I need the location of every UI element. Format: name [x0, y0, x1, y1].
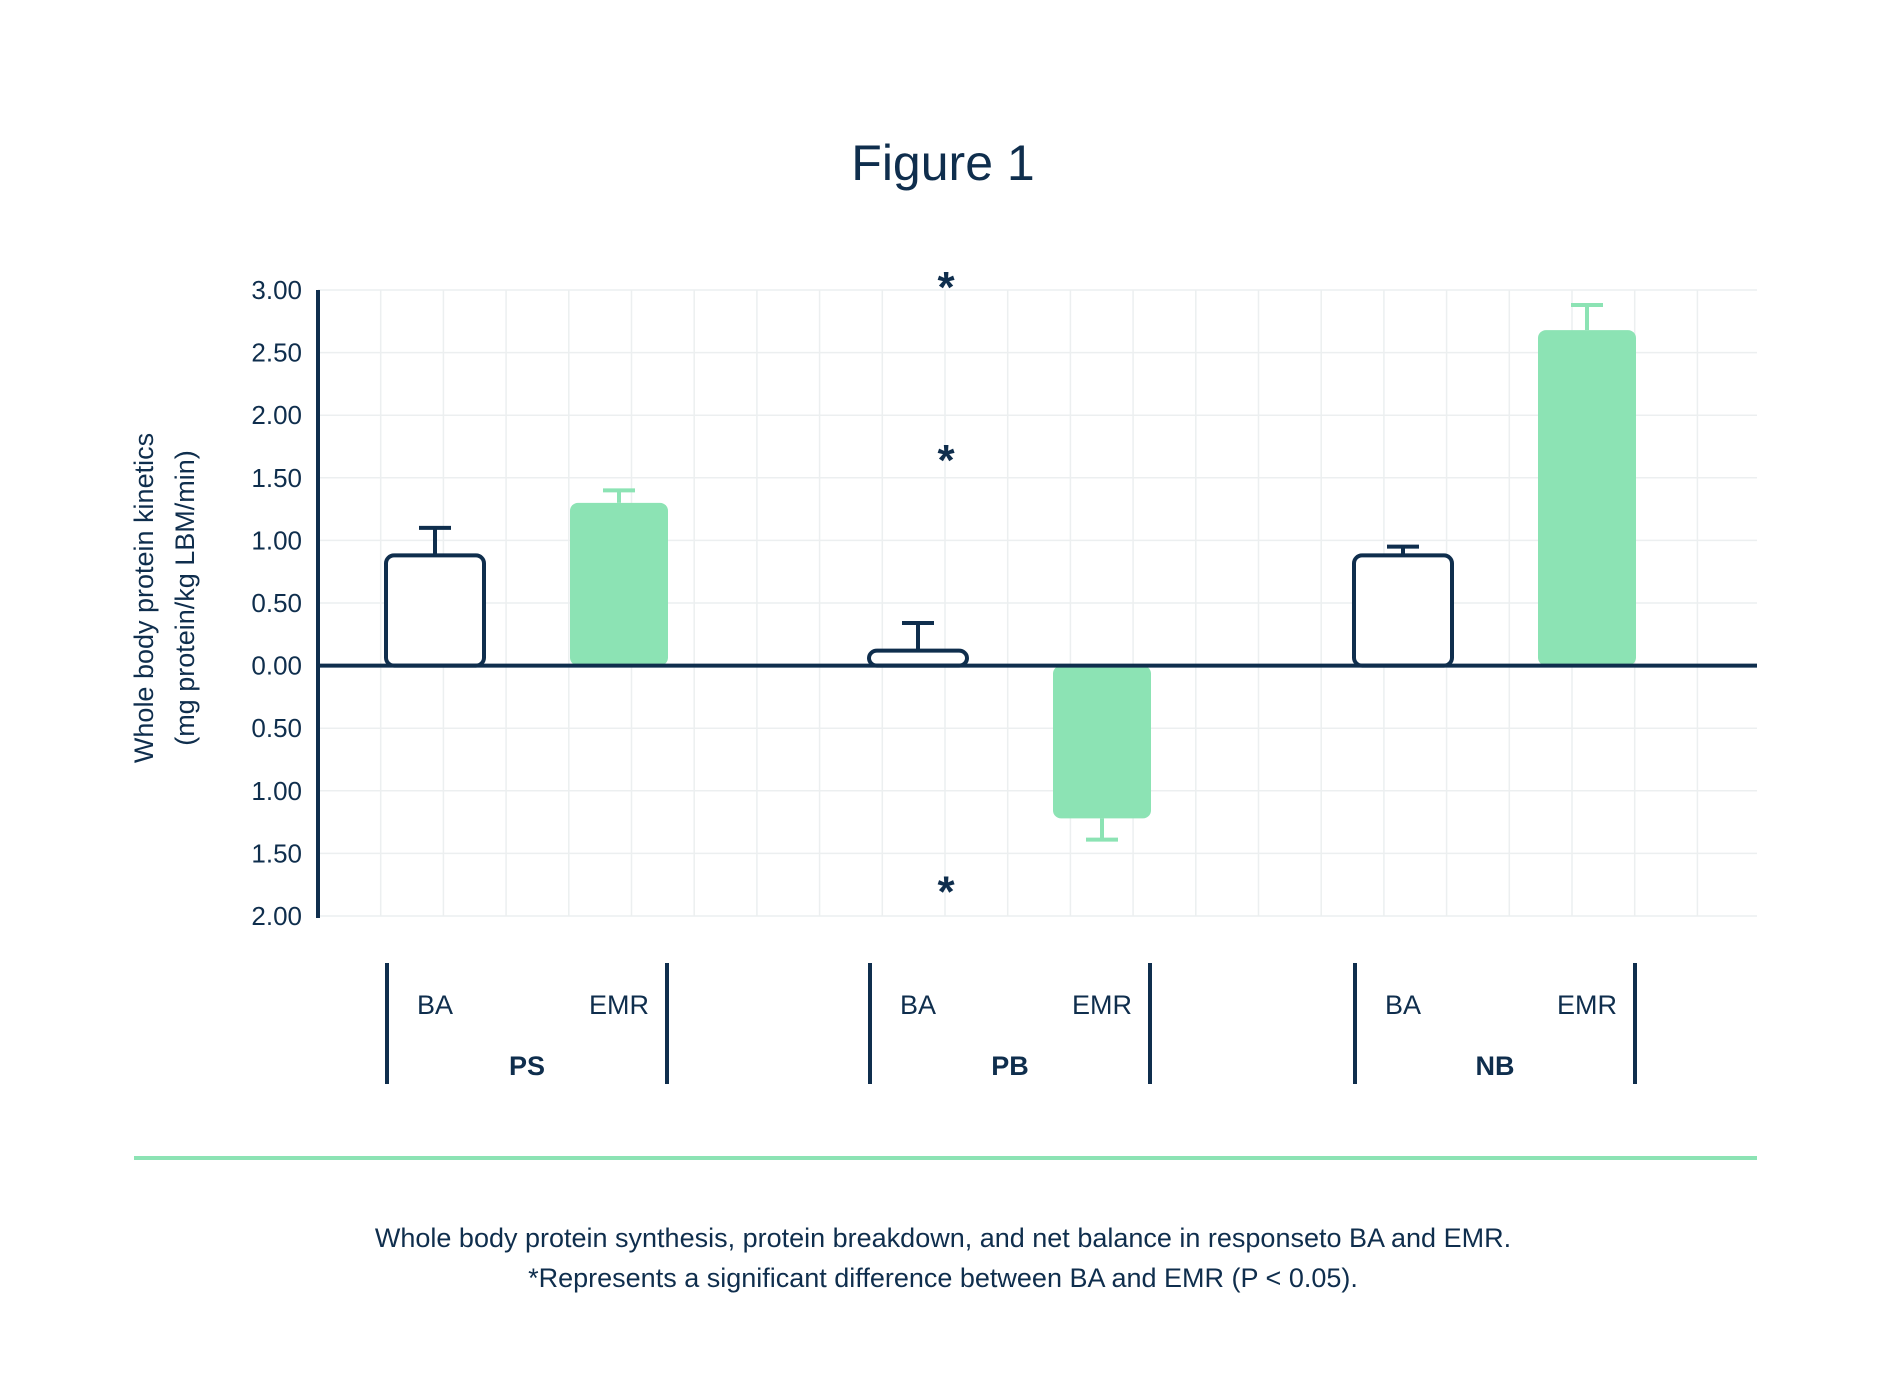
x-tick-label: EMR [1072, 990, 1132, 1020]
axis-labels: 3.00 2.50 2.00 1.50 1.00 0.50 0.00 0.50 1.00 1.50… [129, 263, 1637, 1084]
y-tick-label: 1.00 [251, 525, 302, 555]
y-tick-label: 1.50 [251, 463, 302, 493]
chart-title: Figure 1 [851, 135, 1034, 191]
y-axis-title-line-2: (mg protein/kg LBM/min) [170, 450, 200, 746]
bar-ba-ps [384, 553, 486, 668]
caption-line-1: Whole body protein synthesis, protein br… [374, 1223, 1512, 1253]
x-tick-label: BA [1385, 990, 1421, 1020]
significance-asterisk: * [937, 868, 955, 917]
y-tick-label: 3.00 [251, 275, 302, 305]
y-tick-label: 2.00 [251, 901, 302, 931]
y-tick-label: 0.00 [251, 651, 302, 681]
bar-emr-pb [1053, 665, 1151, 819]
significance-asterisk: * [937, 263, 955, 312]
y-tick-label: 2.50 [251, 338, 302, 368]
significance-asterisk: * [937, 436, 955, 485]
group-label: PB [991, 1051, 1029, 1081]
bar-emr-nb [1538, 330, 1636, 666]
y-tick-label: 0.50 [251, 713, 302, 743]
group-label: NB [1476, 1051, 1515, 1081]
bar-ba-nb [1352, 553, 1454, 668]
y-tick-label: 2.00 [251, 400, 302, 430]
bars [384, 303, 1636, 842]
y-tick-label: 1.50 [251, 838, 302, 868]
bar-emr-ps [570, 502, 668, 666]
x-tick-label: EMR [1557, 990, 1617, 1020]
x-tick-label: BA [417, 990, 453, 1020]
caption-line-2: *Represents a significant difference bet… [528, 1263, 1358, 1293]
x-tick-label: EMR [589, 990, 649, 1020]
y-axis-title-line-1: Whole body protein kinetics [129, 433, 159, 763]
x-tick-label: BA [900, 990, 936, 1020]
bar-ba-pb [867, 648, 969, 668]
axes [316, 290, 1757, 918]
y-tick-label: 1.00 [251, 776, 302, 806]
group-label: PS [509, 1051, 545, 1081]
y-tick-label: 0.50 [251, 588, 302, 618]
